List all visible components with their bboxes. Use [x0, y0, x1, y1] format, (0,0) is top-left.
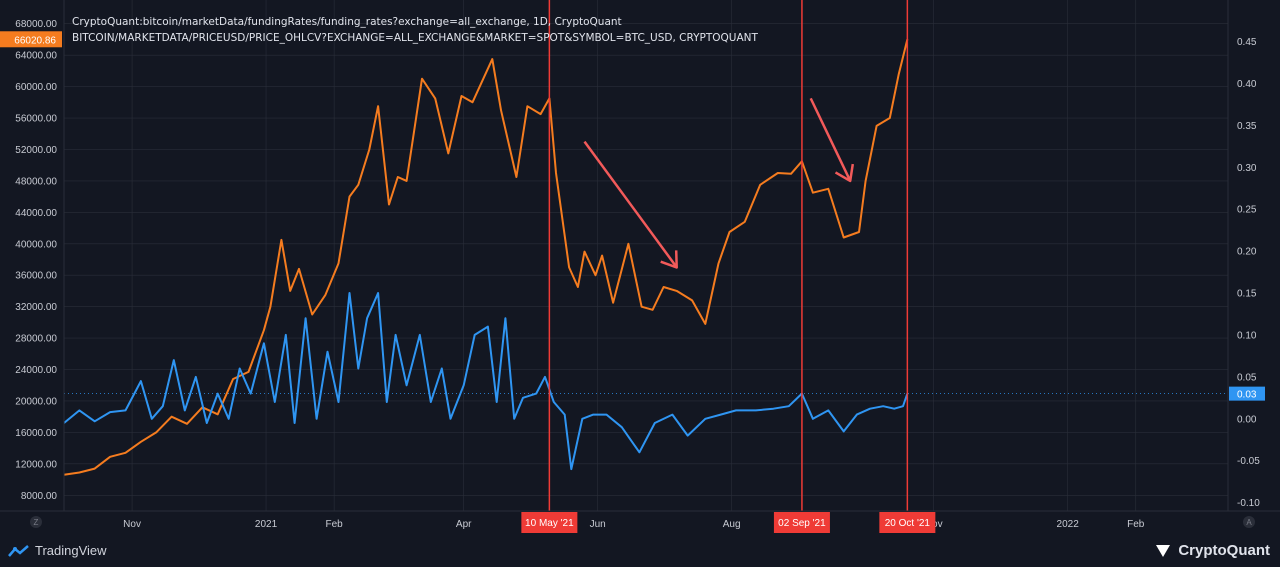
left-tick-label: 20000.00	[15, 396, 57, 407]
x-tick-label: Feb	[1127, 519, 1145, 530]
left-tick-label: 8000.00	[21, 491, 58, 502]
left-tick-label: 64000.00	[15, 51, 57, 62]
x-tick-label: Feb	[326, 519, 344, 530]
left-tick-label: 52000.00	[15, 145, 57, 156]
trend-arrow-head	[660, 250, 678, 269]
left-scale-button-bg	[30, 516, 42, 528]
right-tick-label: -0.10	[1237, 498, 1260, 509]
left-tick-label: 12000.00	[15, 459, 57, 470]
right-tick-label: 0.40	[1237, 79, 1257, 90]
left-axis-panel	[0, 0, 64, 511]
trend-arrow-head	[834, 163, 855, 183]
left-tick-label: 16000.00	[15, 428, 57, 439]
event-marker-label: 20 Oct '21	[885, 518, 931, 529]
x-tick-label: 2021	[255, 519, 278, 530]
auto-scale-button-bg	[1243, 516, 1255, 528]
trend-arrow-shaft	[583, 140, 678, 269]
tradingview-label: TradingView	[35, 543, 107, 558]
left-axis: 8000.00 12000.00 16000.00 20000.00 24000.00 2…	[0, 0, 65, 511]
event-marker-badge	[879, 512, 936, 533]
left-tick-label: 68000.00	[15, 19, 57, 30]
right-tick-label: 0.20	[1237, 247, 1257, 258]
right-tick-label: 0.45	[1237, 37, 1257, 48]
x-tick-label: Jun	[590, 519, 606, 530]
last-price-badge	[0, 31, 62, 48]
left-tick-label: 36000.00	[15, 271, 57, 282]
tradingview-logo[interactable]: TradingView	[8, 543, 107, 558]
last-funding-badge	[1229, 386, 1265, 401]
left-tick-label: 32000.00	[15, 302, 57, 313]
left-tick-label: 56000.00	[15, 114, 57, 125]
chart-title-line-2: BITCOIN/MARKETDATA/PRICEUSD/PRICE_OHLCV?…	[72, 32, 758, 44]
left-scale-button[interactable]: Z	[30, 516, 42, 528]
cryptoquant-label: CryptoQuant	[1178, 542, 1270, 559]
right-tick-label: 0.35	[1237, 121, 1257, 132]
right-tick-label: 0.05	[1237, 372, 1257, 383]
event-marker-label: 02 Sep '21	[778, 518, 826, 529]
last-price-label: 66020.86	[14, 35, 56, 46]
cryptoquant-logo: CryptoQuant	[1154, 542, 1270, 559]
right-tick-label: -0.05	[1237, 456, 1260, 467]
x-tick-label: 2022	[1057, 519, 1080, 530]
chart-canvas: 8000.00 12000.00 16000.00 20000.00 24000.00 2…	[0, 0, 1280, 537]
grid-lines	[64, 0, 1228, 511]
auto-scale-button-label: A	[1246, 518, 1252, 527]
x-axis-panel	[0, 511, 1280, 537]
event-marker-label: 10 May '21	[525, 518, 574, 529]
tradingview-icon	[8, 544, 29, 557]
event-markers	[548, 0, 909, 511]
left-tick-label: 44000.00	[15, 208, 57, 219]
left-tick-label: 28000.00	[15, 334, 57, 345]
footer-bar: TradingView CryptoQuant	[0, 537, 1280, 567]
right-tick-label: 0.25	[1237, 205, 1257, 216]
left-tick-label: 24000.00	[15, 365, 57, 376]
series-layer	[63, 39, 909, 476]
last-funding-label: 0.03	[1237, 390, 1257, 401]
funding-rate-line	[63, 292, 909, 471]
right-axis: -0.10 -0.05 0.00 0.05 0.10 0.15 0.20 0.25 0.30 0.…	[1227, 0, 1265, 511]
right-tick-label: 0.30	[1237, 163, 1257, 174]
event-marker-badge	[773, 512, 830, 533]
cryptoquant-icon	[1156, 544, 1171, 557]
auto-scale-button[interactable]: A	[1243, 516, 1255, 528]
x-tick-label: Apr	[456, 519, 472, 530]
left-scale-button-label: Z	[34, 518, 39, 527]
right-tick-label: 0.10	[1237, 330, 1257, 341]
chart-title-line-1: CryptoQuant:bitcoin/marketData/fundingRa…	[72, 16, 622, 28]
event-marker-badge	[521, 512, 578, 533]
left-tick-label: 48000.00	[15, 176, 57, 187]
right-tick-label: 0.15	[1237, 289, 1257, 300]
left-tick-label: 60000.00	[15, 82, 57, 93]
x-tick-label: Aug	[723, 519, 741, 530]
left-tick-label: 40000.00	[15, 239, 57, 250]
x-tick-label: Nov	[123, 519, 141, 530]
x-axis: Nov2021FebAprJunAugNov2022FebZA10 May '2…	[0, 510, 1280, 537]
annotations	[583, 97, 855, 269]
trend-arrow-shaft	[809, 97, 852, 182]
right-tick-label: 0.00	[1237, 414, 1257, 425]
